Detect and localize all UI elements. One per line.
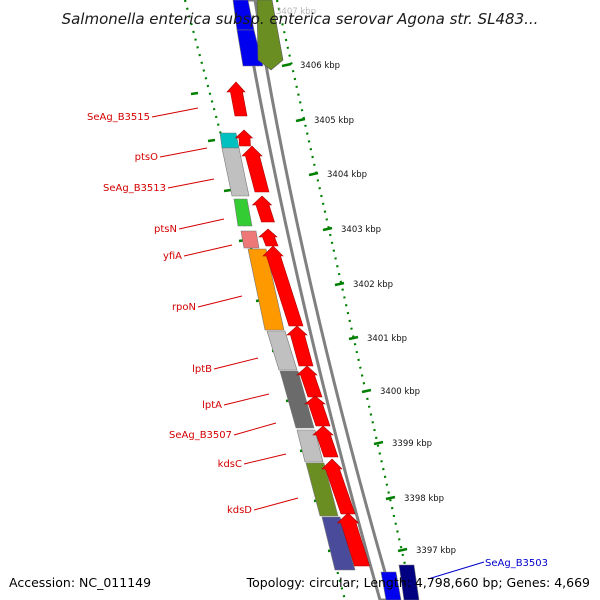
cog-block <box>266 330 298 371</box>
gene-label: ptsO <box>135 152 158 163</box>
tick-label: 3403 kbp <box>341 225 381 235</box>
callout-line <box>233 422 277 436</box>
ruler-tick <box>334 281 345 287</box>
cds-arrow <box>226 81 248 117</box>
tick-label: 3402 kbp <box>353 280 393 290</box>
ruler-tick <box>373 440 384 446</box>
cog-block <box>256 0 284 71</box>
gene-label: ptsN <box>154 224 177 235</box>
cog-block <box>236 29 264 67</box>
gene-label: SeAg_B3513 <box>103 183 166 194</box>
ruler-tick <box>295 117 306 123</box>
ruler-minor-tick <box>223 188 232 193</box>
callout-line <box>183 244 233 257</box>
gene-label: SeAg_B3503 <box>485 558 548 569</box>
gene-label: yfiA <box>163 251 182 262</box>
gene-label: rpoN <box>172 302 196 313</box>
ruler-tick <box>397 547 408 553</box>
gene-label: kdsD <box>227 505 252 516</box>
callout-line <box>167 178 215 189</box>
cds-arrow <box>286 325 314 367</box>
callout-line <box>197 295 243 308</box>
tick-label: 3399 kbp <box>392 439 432 449</box>
gene-label: lptB <box>192 364 212 375</box>
gene-label-callouts: SeAg_B3515 ptsO SeAg_B3513 ptsN yfiA rpoN lptB… <box>87 107 548 580</box>
gene-label: lptA <box>202 400 222 411</box>
ruler-minor-tick <box>190 91 199 96</box>
cog-block <box>240 230 260 249</box>
cds-feature-track <box>226 81 370 567</box>
cds-arrow <box>241 145 270 193</box>
cog-block <box>221 147 250 197</box>
outer-ruler-line <box>275 0 415 600</box>
tick-label: 3406 kbp <box>300 61 340 71</box>
cds-arrow <box>336 512 370 567</box>
gene-label: SeAg_B3507 <box>169 430 232 441</box>
cog-block <box>296 429 324 463</box>
cog-block <box>305 462 339 517</box>
callout-line <box>427 561 485 580</box>
callout-line <box>178 218 225 230</box>
ruler-tick <box>348 335 359 341</box>
tick-label: 3398 kbp <box>404 494 444 504</box>
cds-arrow <box>312 425 339 458</box>
tick-label: 3404 kbp <box>327 170 367 180</box>
map-title: Salmonella enterica subsp. enterica sero… <box>61 10 539 28</box>
cds-arrow <box>258 228 279 247</box>
ruler-tick <box>308 171 319 177</box>
tick-label: 3405 kbp <box>314 116 354 126</box>
tick-label: 3407 kbp <box>276 7 316 17</box>
ruler-minor-tick <box>207 138 216 143</box>
cds-arrow <box>262 245 304 327</box>
cog-block <box>219 132 240 149</box>
backbone-circle <box>240 0 395 600</box>
gene-label: kdsC <box>218 459 242 470</box>
callout-line <box>243 453 287 465</box>
cog-block <box>233 198 253 227</box>
accession-text: Accession: NC_011149 <box>9 575 152 590</box>
callout-line <box>213 357 259 370</box>
tick-label: 3397 kbp <box>416 546 456 556</box>
cds-arrow <box>234 129 254 147</box>
ruler-tick <box>281 62 292 68</box>
tick-label: 3400 kbp <box>380 387 420 397</box>
cog-block <box>247 248 285 331</box>
callout-line <box>151 107 199 118</box>
callout-line <box>159 147 208 158</box>
topology-text: Topology: circular; Length: 4,798,660 bp… <box>246 575 590 590</box>
cog-block <box>398 564 420 600</box>
ruler-tick <box>361 388 372 394</box>
cog-block <box>321 516 356 571</box>
gene-label: SeAg_B3515 <box>87 112 150 123</box>
callout-line <box>253 497 299 511</box>
cds-arrow <box>251 195 275 223</box>
ruler-tick <box>322 226 333 232</box>
ruler-tick <box>385 495 396 501</box>
callout-line <box>223 393 270 406</box>
cog-block <box>279 370 315 429</box>
tick-label: 3401 kbp <box>367 334 407 344</box>
cog-feature-track <box>219 0 420 600</box>
cog-block <box>380 571 402 600</box>
